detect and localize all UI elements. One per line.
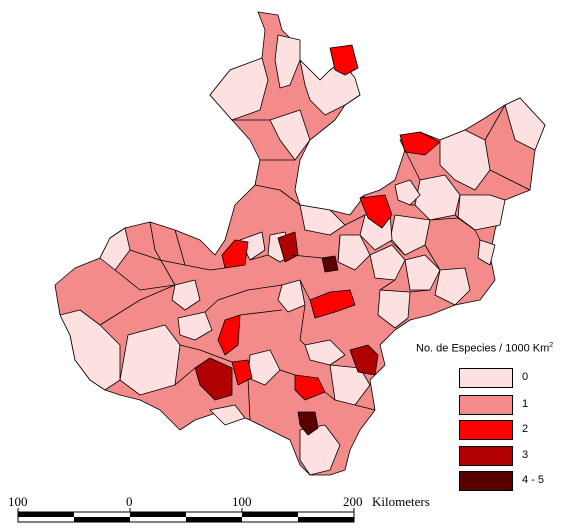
map-region <box>59 309 121 391</box>
legend-swatch <box>459 368 513 388</box>
map-region <box>274 34 301 89</box>
map-region <box>297 411 319 436</box>
scale-bar-segment <box>298 517 354 522</box>
scale-bar-segment <box>186 517 242 522</box>
map-region <box>369 244 406 281</box>
map-region <box>99 227 131 271</box>
map-region <box>304 339 346 366</box>
map-region <box>329 364 371 406</box>
map-region <box>434 267 471 306</box>
map-region <box>329 44 359 76</box>
map-region <box>171 279 201 311</box>
map-region <box>177 311 213 341</box>
legend-swatch <box>459 420 513 440</box>
legend-swatch <box>459 446 513 466</box>
scale-unit: Kilometers <box>372 494 430 509</box>
map-region <box>231 359 253 386</box>
map-region <box>359 194 393 229</box>
legend-label: 1 <box>522 398 529 410</box>
scale-label: 100 <box>232 494 252 509</box>
map-region <box>477 239 496 266</box>
scale-bar-segment <box>74 517 130 522</box>
scale-bar-segment <box>18 512 74 517</box>
map-region <box>217 314 241 356</box>
map-region <box>269 109 311 161</box>
scale-label: 200 <box>343 494 363 509</box>
scale-bar-segment <box>242 512 298 517</box>
map-region <box>394 179 421 206</box>
map-region <box>404 254 441 291</box>
map-region <box>221 239 249 269</box>
legend-swatch <box>459 471 513 491</box>
map-region <box>321 255 339 273</box>
map-region <box>209 404 246 426</box>
map-region <box>349 344 379 376</box>
map-region <box>277 231 299 263</box>
map-region <box>294 374 326 401</box>
legend-label: 0 <box>522 371 529 383</box>
scale-label: 0 <box>126 494 133 509</box>
legend-swatch <box>459 395 513 415</box>
scale-bar <box>17 508 355 523</box>
map-region <box>277 279 306 313</box>
map-region <box>399 131 441 156</box>
map-region <box>309 289 356 319</box>
map-region <box>194 357 233 401</box>
map-region <box>299 204 346 236</box>
map-region <box>504 97 546 151</box>
map-region <box>439 129 491 191</box>
legend-title-superscript: 2 <box>549 342 554 349</box>
map-region <box>119 324 181 396</box>
map-region <box>377 289 411 329</box>
map-region <box>299 424 341 476</box>
scale-label: 100 <box>8 494 28 509</box>
legend-label: 4 - 5 <box>522 474 545 486</box>
legend-title: No. de Especies / 1000 Km2 <box>416 342 554 355</box>
legend-label: 3 <box>522 449 529 461</box>
scale-bar-segment <box>130 512 186 517</box>
legend-label: 2 <box>522 423 529 435</box>
